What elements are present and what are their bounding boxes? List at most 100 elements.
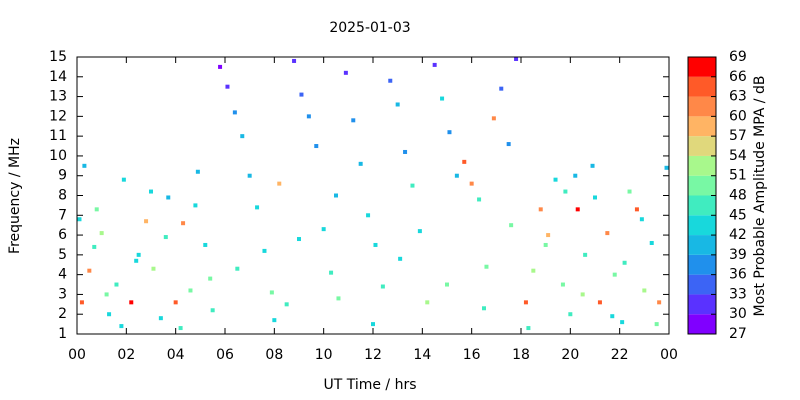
x-tick-label: 00	[660, 347, 678, 363]
data-point	[235, 266, 240, 271]
data-point	[477, 197, 482, 202]
data-point	[329, 270, 334, 275]
x-axis-label: UT Time / hrs	[323, 377, 416, 393]
y-tick-label: 5	[58, 247, 67, 263]
data-point	[373, 242, 378, 247]
data-point	[580, 292, 585, 297]
data-point	[484, 264, 489, 269]
colorbar-band	[688, 175, 716, 196]
data-point	[432, 62, 437, 67]
data-point	[121, 177, 126, 182]
data-point	[546, 233, 551, 238]
x-tick-label: 00	[68, 347, 86, 363]
y-tick-label: 6	[58, 227, 67, 243]
colorbar-band	[688, 76, 716, 97]
data-point	[334, 193, 338, 198]
y-tick-label: 8	[58, 188, 67, 204]
data-point	[178, 326, 183, 331]
colorbar-tick-label: 57	[729, 128, 747, 144]
data-point	[462, 159, 467, 164]
colorbar-band	[688, 274, 716, 295]
colorbar-band	[688, 57, 716, 77]
data-point	[181, 221, 186, 226]
colorbar-tick-label: 69	[729, 49, 747, 65]
data-point	[240, 134, 245, 139]
data-point	[232, 110, 237, 115]
colorbar-tick-label: 39	[729, 247, 747, 263]
x-tick-label: 18	[512, 347, 530, 363]
data-point	[195, 169, 200, 174]
data-point	[649, 240, 654, 245]
y-axis-label: Frequency / MHz	[7, 138, 23, 254]
data-point	[208, 276, 213, 281]
data-point	[366, 213, 371, 218]
data-point	[563, 189, 568, 194]
data-point	[210, 308, 215, 313]
data-point	[193, 203, 198, 208]
data-point	[454, 173, 459, 178]
data-point	[410, 183, 415, 188]
colorbar-band	[688, 235, 716, 255]
data-point	[469, 181, 474, 186]
x-tick-label: 08	[265, 347, 283, 363]
data-point	[351, 118, 356, 123]
data-point	[82, 163, 87, 168]
data-point	[634, 207, 639, 212]
colorbar-tick-label: 45	[729, 207, 747, 223]
y-tick-label: 12	[49, 108, 67, 124]
x-tick-label: 16	[463, 347, 481, 363]
colorbar-tick-label: 42	[729, 227, 747, 243]
data-point	[568, 312, 573, 317]
data-point	[87, 268, 92, 273]
data-point	[107, 312, 112, 317]
data-point	[654, 322, 659, 327]
data-point	[218, 64, 223, 69]
colorbar-tick-label: 66	[729, 69, 747, 85]
colorbar-band	[688, 136, 716, 156]
data-point	[79, 300, 84, 305]
data-point	[380, 284, 385, 289]
data-point	[336, 296, 341, 301]
data-point	[560, 282, 565, 287]
data-point	[447, 130, 452, 135]
x-tick-label: 10	[315, 347, 333, 363]
data-point	[491, 116, 496, 121]
data-point	[114, 282, 119, 287]
colorbar-band	[688, 195, 716, 216]
colorbar-band	[688, 155, 716, 176]
data-point	[573, 173, 578, 178]
x-tick-label: 20	[561, 347, 579, 363]
data-point	[499, 86, 504, 91]
y-tick-label: 15	[49, 49, 67, 65]
y-tick-label: 4	[58, 267, 67, 283]
data-point	[622, 260, 627, 265]
colorbar-tick-label: 63	[729, 89, 747, 105]
data-point	[526, 326, 531, 331]
y-tick-label: 11	[49, 128, 67, 144]
data-point	[531, 268, 536, 273]
data-point	[321, 227, 326, 232]
data-point	[163, 235, 168, 240]
data-point	[543, 242, 548, 247]
colorbar-band	[688, 294, 716, 315]
data-point	[509, 223, 514, 228]
data-point	[593, 195, 597, 200]
y-tick-label: 13	[49, 89, 67, 105]
data-point	[445, 282, 449, 287]
colorbar-band	[688, 254, 716, 275]
data-point	[371, 322, 375, 327]
data-point	[136, 252, 141, 257]
colorbar-band	[688, 215, 716, 236]
data-point	[314, 144, 319, 149]
y-tick-label: 2	[58, 306, 67, 322]
colorbar-tick-label: 48	[729, 188, 747, 204]
data-point	[306, 114, 311, 119]
data-point	[597, 300, 602, 305]
y-tick-label: 7	[58, 207, 67, 223]
data-point	[92, 244, 97, 249]
data-point	[612, 272, 617, 277]
data-point	[292, 58, 297, 63]
colorbar-tick-label: 30	[729, 306, 747, 322]
data-point	[203, 242, 208, 247]
